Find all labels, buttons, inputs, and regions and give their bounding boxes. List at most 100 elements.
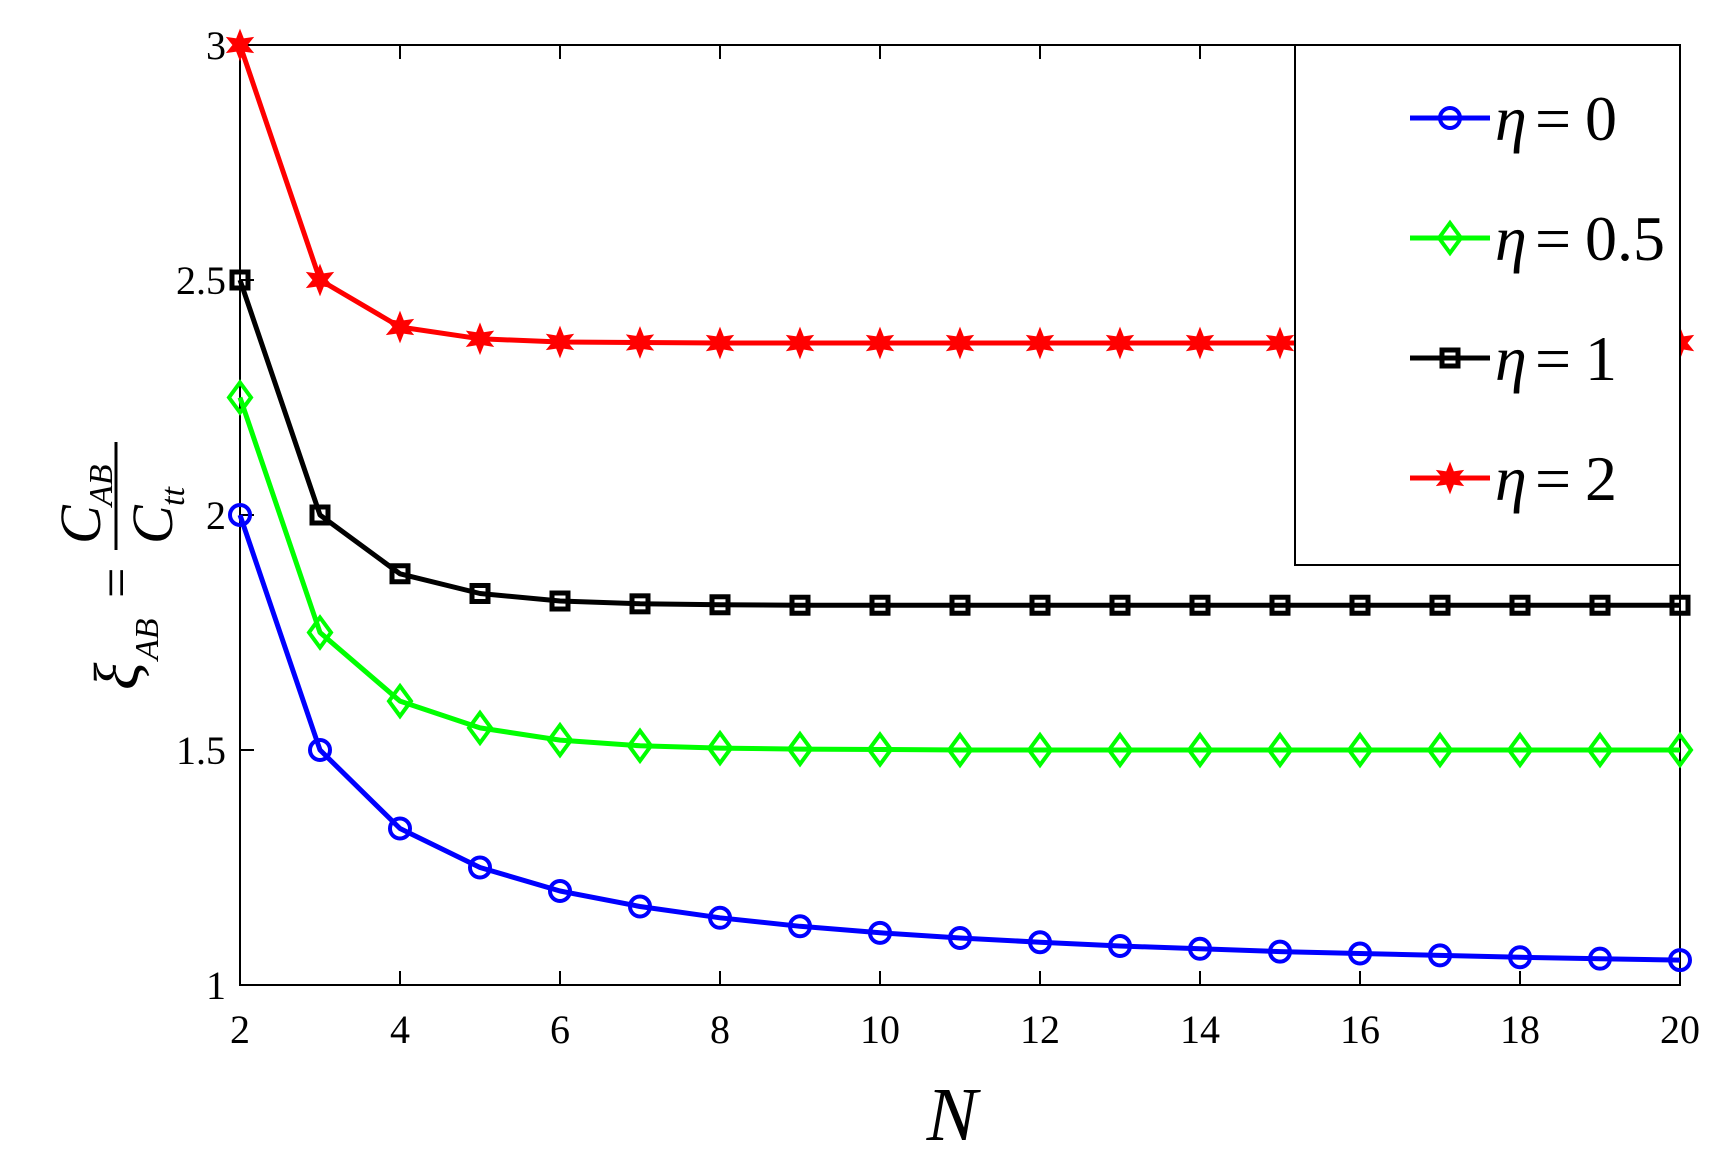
x-axis-label: N xyxy=(926,1073,982,1157)
series-line xyxy=(237,279,1680,608)
y-label-xi-sub: AB xyxy=(129,618,166,662)
data-point-star xyxy=(225,28,255,62)
data-point-star xyxy=(625,326,655,359)
legend-label-value: 1 xyxy=(1585,323,1617,394)
data-point-circle xyxy=(1108,933,1132,958)
data-point-star xyxy=(1025,326,1055,360)
data-point-circle xyxy=(548,879,572,903)
legend-label-value: 0 xyxy=(1585,83,1617,154)
data-point-circle xyxy=(1348,941,1372,966)
data-point-square xyxy=(709,594,731,616)
data-point-star xyxy=(545,325,575,359)
y-tick-label: 3 xyxy=(206,23,226,68)
legend-label-value: 0.5 xyxy=(1585,203,1665,274)
data-point-star xyxy=(385,310,415,344)
data-point-diamond xyxy=(1506,731,1534,769)
data-point-diamond xyxy=(1106,731,1134,769)
data-point-square xyxy=(389,563,411,585)
x-tick-label: 20 xyxy=(1660,1007,1700,1052)
legend-label-symbol: η xyxy=(1495,203,1527,274)
legend-label-equals: = xyxy=(1535,443,1571,514)
data-point-diamond xyxy=(626,727,654,765)
data-point-star xyxy=(1185,326,1215,360)
x-tick-label: 6 xyxy=(550,1007,570,1052)
y-tick-label: 1.5 xyxy=(176,728,226,773)
data-point-diamond xyxy=(946,731,974,769)
data-point-square xyxy=(1109,594,1131,616)
x-tick-label: 18 xyxy=(1500,1007,1540,1052)
legend-entry: η = 2 xyxy=(1410,443,1617,514)
data-point-circle xyxy=(868,920,892,945)
data-point-square xyxy=(1509,594,1531,616)
data-point-diamond xyxy=(386,682,414,720)
data-point-star xyxy=(465,322,495,356)
x-tick-label: 10 xyxy=(860,1007,900,1052)
data-point-diamond xyxy=(706,729,734,767)
legend-label-symbol: η xyxy=(1495,443,1527,514)
data-point-diamond xyxy=(866,731,894,768)
data-point-circle xyxy=(228,503,252,527)
data-point-square xyxy=(869,594,891,616)
data-point-star xyxy=(305,263,335,297)
data-point-diamond xyxy=(1436,219,1464,257)
data-point-star xyxy=(1265,326,1295,360)
series-square xyxy=(229,269,1691,616)
x-tick-label: 14 xyxy=(1180,1007,1220,1052)
data-point-diamond xyxy=(1586,731,1614,769)
data-point-star xyxy=(705,326,735,360)
y-axis-label: ξ AB = C AB C tt xyxy=(48,442,192,690)
legend-label-symbol: η xyxy=(1495,83,1527,154)
data-point-star xyxy=(1105,326,1135,360)
data-point-circle xyxy=(1508,945,1532,970)
data-point-square xyxy=(1439,347,1461,369)
x-axis-ticks: 2 4 6 8 10 12 14 16 18 20 xyxy=(230,45,1700,1052)
data-point-square xyxy=(949,594,971,616)
data-point-circle xyxy=(708,905,732,930)
legend-label-equals: = xyxy=(1535,83,1571,154)
y-tick-label: 2 xyxy=(206,493,226,538)
legend-label-symbol: η xyxy=(1495,323,1527,394)
data-point-star xyxy=(1435,461,1465,495)
data-point-circle xyxy=(388,816,412,841)
legend-label-value: 2 xyxy=(1585,443,1617,514)
data-point-diamond xyxy=(546,721,574,759)
data-point-square xyxy=(1589,594,1611,616)
data-point-circle xyxy=(948,926,972,950)
data-point-circle xyxy=(1028,930,1052,955)
data-point-square xyxy=(229,269,251,291)
series-line xyxy=(237,514,1681,963)
data-point-diamond xyxy=(1266,731,1294,769)
data-point-diamond xyxy=(1186,731,1214,769)
data-point-square xyxy=(1029,594,1051,616)
y-label-xi: ξ xyxy=(81,662,152,690)
data-point-square xyxy=(1429,594,1451,616)
series-diamond xyxy=(226,379,1694,769)
data-point-diamond xyxy=(306,614,334,651)
legend-entry: η = 0 xyxy=(1410,83,1617,154)
x-tick-label: 4 xyxy=(390,1007,410,1052)
y-label-numerator: C xyxy=(48,504,113,544)
data-point-star xyxy=(945,326,975,360)
data-point-square xyxy=(1669,594,1691,616)
legend-box xyxy=(1294,44,1681,566)
data-point-circle xyxy=(788,914,812,939)
data-point-star xyxy=(865,326,895,360)
data-point-circle xyxy=(1428,943,1452,968)
data-point-circle xyxy=(1268,939,1292,964)
legend-label-equals: = xyxy=(1535,203,1571,274)
x-tick-label: 12 xyxy=(1020,1007,1060,1052)
data-point-circle xyxy=(1438,106,1462,130)
data-point-diamond xyxy=(1346,731,1374,769)
data-point-circle xyxy=(1188,936,1212,961)
data-point-square xyxy=(309,504,331,526)
y-label-denominator-sub: tt xyxy=(155,486,192,506)
series-line xyxy=(237,396,1680,753)
data-point-diamond xyxy=(1426,731,1454,769)
data-point-square xyxy=(1269,594,1291,616)
data-point-diamond xyxy=(466,709,494,747)
data-point-circle xyxy=(1668,948,1692,973)
data-point-diamond xyxy=(1666,731,1694,769)
legend-entries: η = 0η = 0.5η = 1η = 2 xyxy=(1410,83,1665,514)
data-point-circle xyxy=(308,738,332,762)
